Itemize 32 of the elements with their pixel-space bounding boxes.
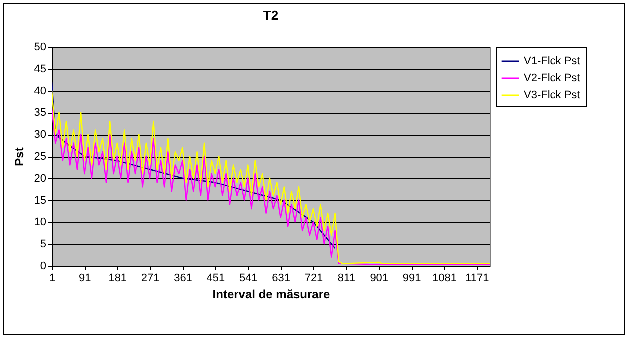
y-tick-label: 45: [34, 63, 46, 76]
chart-title: T2: [263, 8, 279, 23]
x-tick-label: 91: [79, 272, 92, 284]
x-tick-label: 1: [49, 272, 56, 284]
y-tick-label: 10: [34, 216, 46, 229]
x-tick-label: 271: [141, 272, 160, 284]
x-tick-label: 991: [402, 272, 422, 284]
x-tick-label: 181: [108, 272, 128, 284]
y-tick-label: 30: [34, 129, 46, 142]
legend-label: V3-Flck Pst: [524, 90, 580, 102]
x-tick-label: 721: [304, 272, 324, 284]
y-tick-label: 35: [34, 107, 46, 120]
y-tick-label: 5: [40, 238, 46, 251]
y-tick-label: 50: [34, 42, 46, 54]
x-tick-label: 361: [174, 272, 192, 284]
y-tick-label: 0: [40, 260, 46, 272]
x-tick-label: 451: [206, 272, 226, 284]
x-tick-label: 541: [239, 272, 258, 284]
x-tick-label: 631: [272, 272, 290, 284]
x-tick-label: 811: [338, 272, 356, 284]
y-tick-label: 20: [34, 172, 46, 185]
legend-label: V1-Flck Pst: [524, 56, 580, 68]
y-tick-label: 25: [34, 151, 46, 163]
y-tick-label: 40: [34, 85, 46, 98]
y-tick-label: 15: [34, 194, 46, 207]
x-axis-title: Interval de măsurare: [212, 288, 331, 302]
legend-label: V2-Flck Pst: [524, 72, 580, 84]
x-tick-label: 1081: [432, 272, 457, 284]
x-tick-label: 1171: [466, 272, 490, 284]
x-tick-label: 901: [370, 272, 389, 284]
line-series: [52, 81, 336, 250]
y-axis-title: Pst: [12, 148, 26, 166]
